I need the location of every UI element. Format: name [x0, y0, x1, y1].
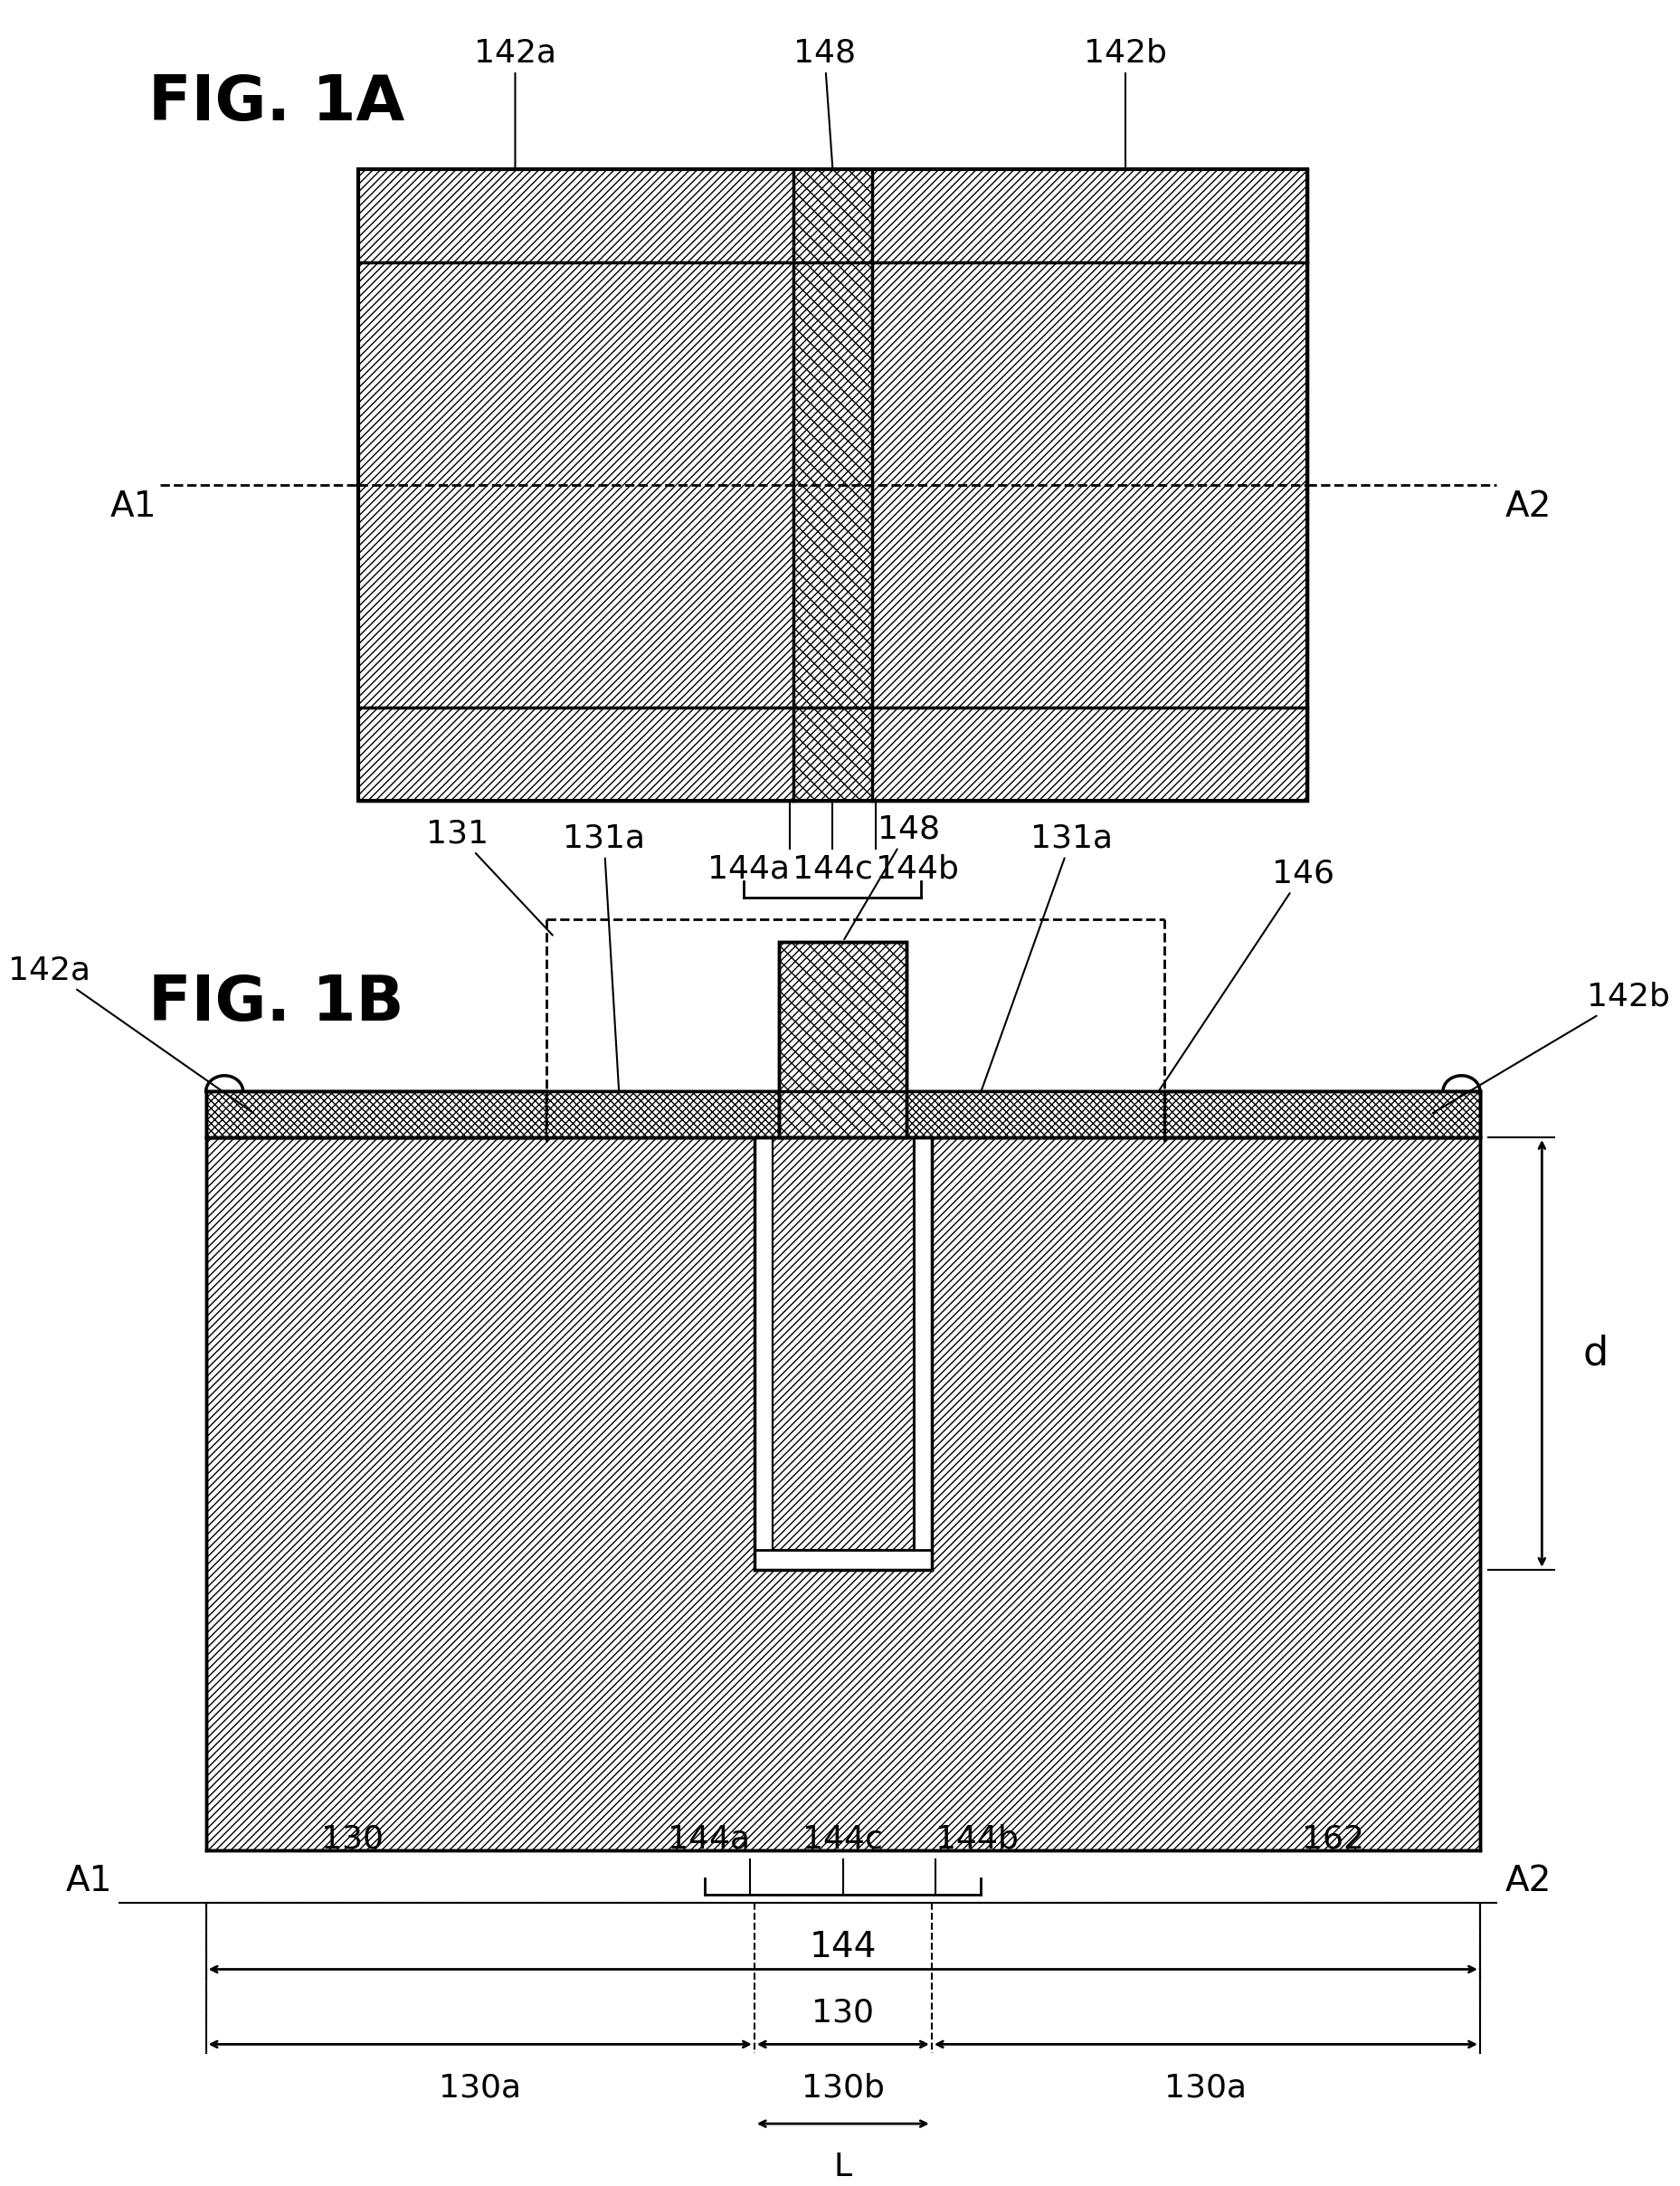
Text: 148: 148 — [793, 37, 855, 166]
Bar — [780, 942, 907, 1137]
Bar — [754, 1091, 932, 1137]
Text: 130: 130 — [811, 1998, 874, 2029]
Bar — [780, 942, 907, 1137]
Bar — [207, 1137, 1480, 1849]
Bar — [546, 1091, 780, 1137]
Bar — [358, 171, 1307, 800]
Text: 146: 146 — [1132, 857, 1334, 1130]
Text: A1: A1 — [66, 1865, 113, 1900]
Text: 144a: 144a — [669, 1823, 751, 1854]
Text: 144c: 144c — [803, 1823, 884, 1854]
Bar — [207, 1091, 546, 1137]
Text: A1: A1 — [109, 490, 156, 525]
Text: A2: A2 — [1505, 1865, 1551, 1900]
Text: 130a: 130a — [438, 2072, 521, 2103]
Bar — [207, 1091, 1480, 1137]
Bar — [754, 1550, 932, 1570]
Bar — [872, 262, 1307, 708]
Text: 144a: 144a — [707, 853, 790, 883]
Text: 148: 148 — [845, 813, 941, 940]
Text: 142a: 142a — [8, 955, 254, 1113]
Bar — [754, 1137, 773, 1570]
Text: 130b: 130b — [801, 2072, 885, 2103]
Bar — [358, 171, 1307, 800]
Text: 131a: 131a — [974, 822, 1112, 1113]
Bar — [358, 708, 793, 800]
Text: 144b: 144b — [875, 853, 959, 883]
Text: 144: 144 — [810, 1930, 877, 1963]
Bar — [773, 1137, 914, 1550]
Text: A2: A2 — [1505, 490, 1551, 525]
Bar — [793, 171, 872, 800]
Bar — [872, 708, 1307, 800]
Bar — [907, 1091, 1164, 1137]
Bar — [358, 171, 793, 262]
Bar — [872, 171, 1307, 262]
Bar — [780, 942, 907, 1137]
Text: 131: 131 — [427, 818, 553, 936]
Bar — [358, 262, 793, 708]
Text: FIG. 1A: FIG. 1A — [148, 72, 405, 133]
Bar — [793, 171, 872, 800]
Text: 142b: 142b — [1084, 37, 1168, 166]
Bar — [914, 1137, 932, 1570]
Text: d: d — [1583, 1333, 1609, 1373]
Text: L: L — [833, 2151, 852, 2182]
Text: 144c: 144c — [793, 853, 874, 883]
Text: 130: 130 — [321, 1823, 383, 1854]
Text: 144b: 144b — [936, 1823, 1018, 1854]
Text: FIG. 1B: FIG. 1B — [148, 973, 403, 1034]
Bar — [1164, 1091, 1480, 1137]
Text: 130a: 130a — [1164, 2072, 1247, 2103]
Text: 144: 144 — [800, 947, 867, 979]
Text: 142b: 142b — [1433, 982, 1670, 1113]
Text: 162: 162 — [1302, 1823, 1364, 1854]
Text: 131a: 131a — [563, 822, 645, 1113]
Text: 142a: 142a — [474, 37, 556, 166]
Bar — [754, 1137, 932, 1570]
